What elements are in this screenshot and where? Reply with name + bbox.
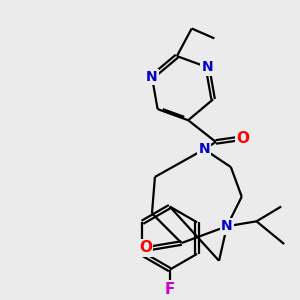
Text: N: N bbox=[202, 60, 213, 74]
Text: F: F bbox=[164, 282, 175, 297]
Text: N: N bbox=[221, 219, 233, 233]
Text: O: O bbox=[236, 131, 250, 146]
Text: N: N bbox=[198, 142, 210, 156]
Text: N: N bbox=[146, 70, 158, 84]
Text: O: O bbox=[139, 241, 152, 256]
